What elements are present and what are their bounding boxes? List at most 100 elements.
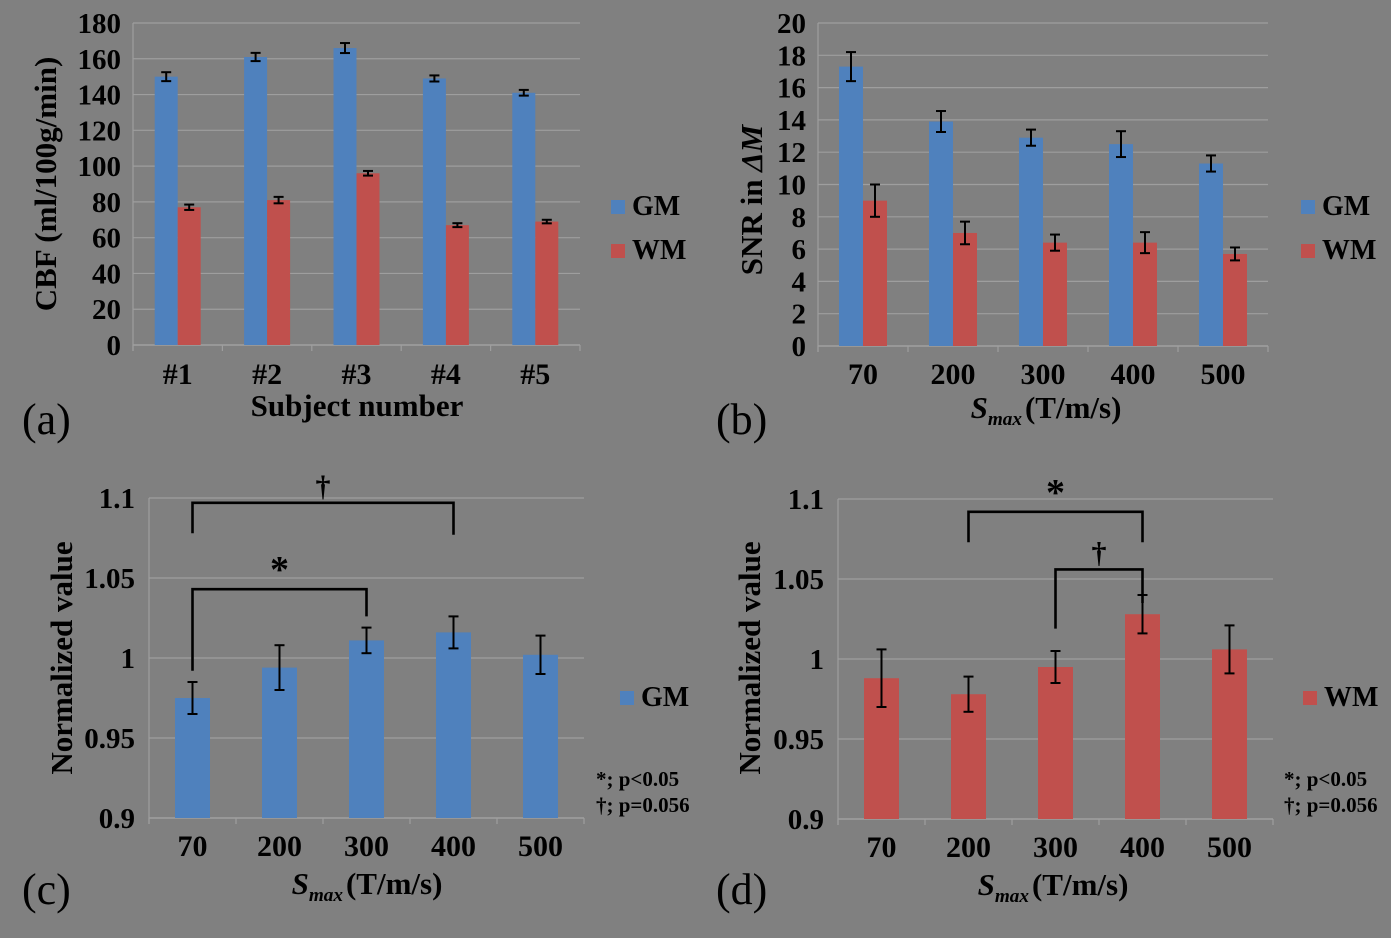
y-tick-label: 140 bbox=[78, 80, 122, 112]
bar-wm-#5 bbox=[535, 221, 559, 345]
significance-label: * bbox=[270, 549, 289, 591]
y-tick-label: 60 bbox=[92, 223, 121, 255]
y-tick-label: 0 bbox=[792, 331, 807, 363]
smax-var: S bbox=[977, 867, 995, 902]
category-label: 200 bbox=[257, 830, 302, 863]
bar-wm-300 bbox=[1038, 667, 1073, 819]
chart-d-xaxis-title: Smax(T/m/s) bbox=[978, 867, 1129, 908]
y-tick-label: 4 bbox=[792, 266, 807, 298]
significance-bracket bbox=[967, 510, 1144, 543]
bar-wm-400 bbox=[1133, 242, 1157, 346]
chart-a-xaxis-title-text: Subject number bbox=[250, 388, 464, 423]
y-tick-label: 1 bbox=[810, 644, 825, 676]
chart-a-legend: GM WM bbox=[611, 193, 686, 281]
category-label: 500 bbox=[1207, 831, 1252, 864]
category-label: 400 bbox=[1111, 358, 1156, 391]
chart-d-pvalue-note: *; p<0.05 †; p=0.056 bbox=[1284, 766, 1378, 819]
chart-c-yaxis-title-text: Normalized value bbox=[44, 541, 79, 775]
panel-label-b: (b) bbox=[716, 395, 768, 444]
pvalue-star-line: *; p<0.05 bbox=[1284, 767, 1368, 791]
legend-label-gm: GM bbox=[641, 682, 690, 713]
bar-gm-500 bbox=[1199, 163, 1223, 346]
category-label: 70 bbox=[867, 831, 897, 864]
y-tick-label: 12 bbox=[777, 137, 806, 169]
category-label: 70 bbox=[178, 830, 208, 863]
chart-a-yaxis-title: CBF (ml/100g/min) bbox=[28, 57, 64, 312]
legend-label-wm: WM bbox=[1324, 682, 1379, 713]
chart-a-xaxis-title: Subject number bbox=[251, 388, 464, 424]
category-label: 200 bbox=[931, 358, 976, 391]
chart-d-yaxis-title-text: Normalized value bbox=[732, 541, 767, 775]
bar-gm-400 bbox=[436, 632, 471, 818]
bar-wm-#3 bbox=[356, 173, 380, 345]
y-tick-label: 100 bbox=[78, 151, 122, 183]
smax-sub: max bbox=[308, 885, 343, 907]
legend-item-wm: WM bbox=[1303, 684, 1378, 712]
category-label: 400 bbox=[1120, 831, 1165, 864]
bar-wm-#2 bbox=[267, 200, 291, 345]
smax-var: S bbox=[970, 390, 988, 425]
bar-gm-200 bbox=[929, 121, 953, 346]
bar-gm-400 bbox=[1109, 144, 1133, 346]
chart-d-yaxis-title: Normalized value bbox=[732, 541, 768, 774]
chart-b-legend: GM WM bbox=[1301, 193, 1376, 281]
legend-item-wm: WM bbox=[1301, 237, 1376, 265]
pvalue-dagger-line: †; p=0.056 bbox=[1284, 793, 1378, 818]
y-tick-label: 20 bbox=[777, 8, 806, 40]
category-label: #2 bbox=[252, 358, 282, 391]
bar-wm-#1 bbox=[177, 207, 201, 345]
y-tick-label: 0.95 bbox=[84, 723, 135, 755]
chart-c-plot: 0.9 0.95 1 1.05 1.1 70 200 300 400 500 * † bbox=[84, 470, 585, 863]
category-label: 200 bbox=[946, 831, 991, 864]
significance-bracket bbox=[191, 501, 455, 535]
y-tick-label: 6 bbox=[792, 234, 807, 266]
wm-swatch-icon bbox=[611, 244, 625, 258]
category-label: 400 bbox=[431, 830, 476, 863]
chart-c-xaxis-title: Smax(T/m/s) bbox=[292, 866, 443, 907]
bar-gm-#1 bbox=[154, 76, 178, 346]
bar-wm-200 bbox=[953, 232, 977, 346]
wm-swatch-icon bbox=[1303, 691, 1317, 705]
bar-wm-300 bbox=[1043, 242, 1067, 346]
y-tick-label: 0 bbox=[107, 330, 122, 362]
legend-label-gm: GM bbox=[1322, 191, 1371, 222]
y-tick-label: 20 bbox=[92, 294, 121, 326]
category-label: 500 bbox=[518, 830, 563, 863]
y-tick-label: 16 bbox=[777, 73, 806, 105]
y-tick-label: 80 bbox=[92, 187, 121, 219]
bar-wm-500 bbox=[1212, 649, 1247, 819]
bar-gm-#5 bbox=[512, 92, 536, 346]
y-tick-label: 180 bbox=[78, 8, 122, 40]
y-tick-label: 0.95 bbox=[773, 724, 824, 756]
y-tick-label: 8 bbox=[792, 202, 807, 234]
significance-label: † bbox=[316, 470, 331, 503]
gm-swatch-icon bbox=[620, 691, 634, 705]
legend-label-wm: WM bbox=[632, 235, 687, 266]
chart-c-legend: GM bbox=[620, 684, 689, 728]
y-tick-label: 0.9 bbox=[788, 804, 824, 836]
chart-d-plot: 0.9 0.95 1 1.05 1.1 70 200 300 400 500 * † bbox=[773, 472, 1274, 864]
chart-a-yaxis-title-text: CBF (ml/100g/min) bbox=[28, 56, 63, 312]
y-tick-label: 10 bbox=[777, 170, 806, 202]
bar-gm-#3 bbox=[333, 48, 357, 346]
chart-c-pvalue-note: *; p<0.05 †; p=0.056 bbox=[596, 766, 690, 819]
bar-gm-300 bbox=[349, 640, 384, 818]
chart-b-xaxis-title: Smax(T/m/s) bbox=[971, 390, 1122, 431]
gm-swatch-icon bbox=[1301, 200, 1315, 214]
category-label: 300 bbox=[1021, 358, 1066, 391]
pvalue-star-line: *; p<0.05 bbox=[596, 767, 680, 791]
y-tick-label: 1.05 bbox=[84, 563, 135, 595]
y-tick-label: 14 bbox=[777, 105, 806, 137]
gm-swatch-icon bbox=[611, 200, 625, 214]
bar-gm-500 bbox=[523, 654, 558, 818]
category-label: 300 bbox=[344, 830, 389, 863]
y-tick-label: 1.1 bbox=[788, 484, 824, 516]
chart-d-legend: WM bbox=[1303, 684, 1378, 728]
snr-text: SNR in bbox=[734, 171, 769, 276]
y-tick-label: 40 bbox=[92, 258, 121, 290]
bar-gm-#2 bbox=[244, 56, 268, 345]
smax-units: (T/m/s) bbox=[1024, 390, 1122, 425]
delta-m-text: ΔM bbox=[734, 124, 769, 172]
